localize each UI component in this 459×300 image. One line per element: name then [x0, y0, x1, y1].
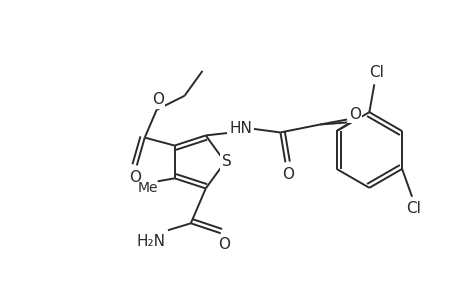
- Text: O: O: [129, 170, 140, 185]
- Text: HN: HN: [229, 121, 252, 136]
- Text: S: S: [222, 154, 231, 169]
- Text: Cl: Cl: [406, 201, 420, 216]
- Text: O: O: [217, 237, 229, 252]
- Text: O: O: [282, 167, 294, 182]
- Text: H₂N: H₂N: [136, 234, 165, 249]
- Text: O: O: [348, 107, 360, 122]
- Text: O: O: [151, 92, 163, 107]
- Text: Cl: Cl: [368, 65, 383, 80]
- Text: Me: Me: [137, 181, 157, 195]
